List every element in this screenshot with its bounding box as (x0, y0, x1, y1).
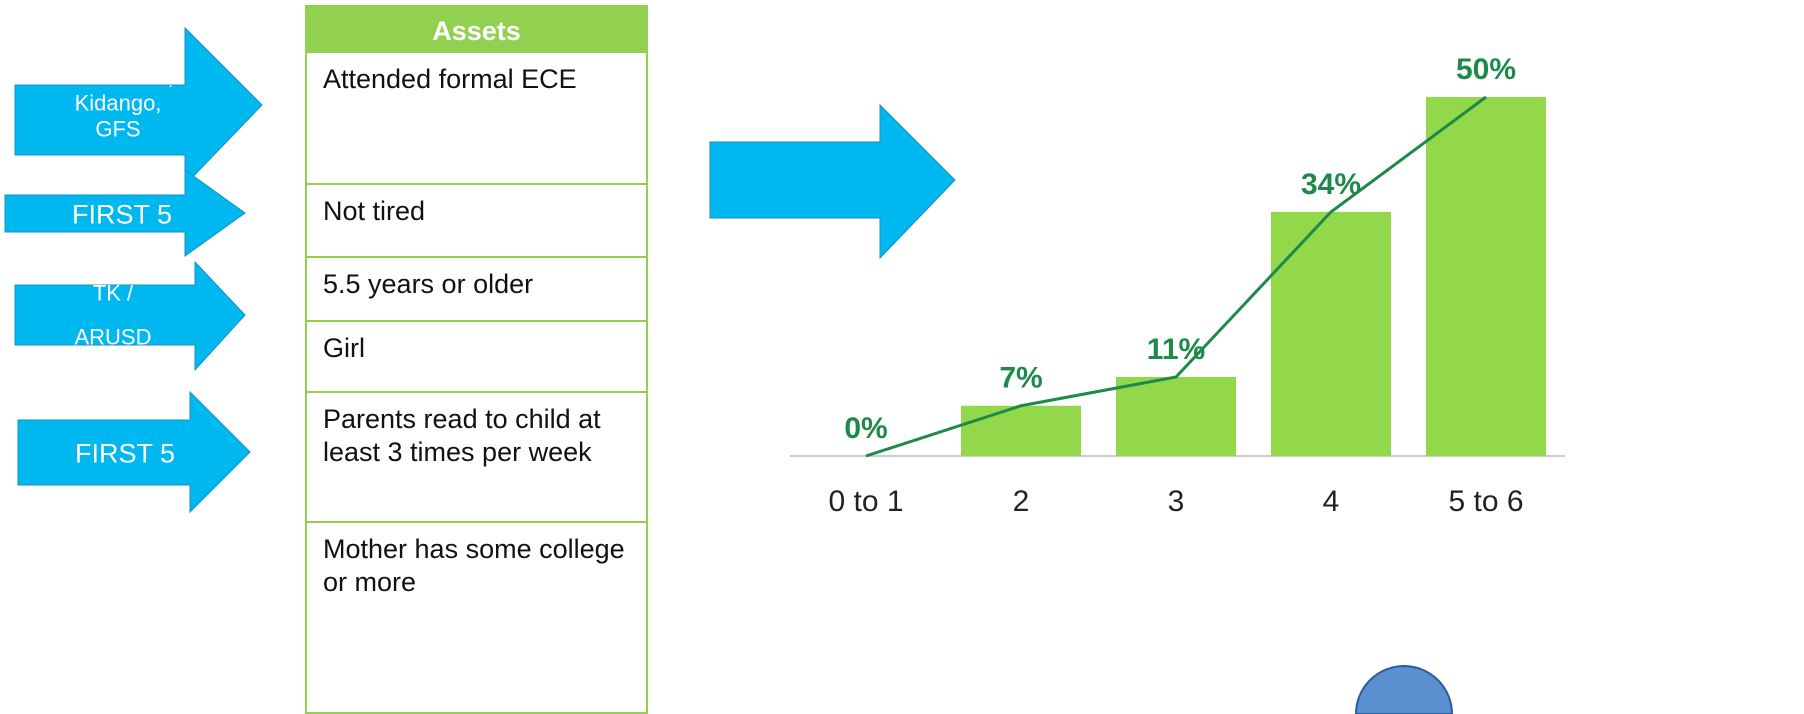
table-header: Assets (305, 5, 648, 53)
arrow-label: GFS (95, 117, 140, 142)
table-row: Mother has some college or more (305, 523, 648, 714)
x-tick-label: 5 to 6 (1448, 485, 1523, 518)
data-label: 7% (999, 362, 1042, 395)
arrow-label-group: FIRST 5 (72, 199, 172, 229)
x-tick-label: 0 to 1 (828, 485, 903, 518)
table-row: Not tired (305, 185, 648, 258)
arrow (14, 260, 246, 372)
x-tick-label: 3 (1168, 485, 1185, 518)
x-tick-label: 2 (1013, 485, 1030, 518)
bar (961, 405, 1081, 456)
arrow-label-group: FIRST 5 (75, 438, 175, 468)
data-label: 11% (1147, 333, 1205, 366)
bar (1426, 97, 1546, 456)
logo (1354, 665, 1454, 714)
assets-table: Assets Attended formal ECE Not tired 5.5 y… (305, 5, 648, 714)
table-row: Parents read to child at least 3 times p… (305, 393, 648, 523)
table-row: 5.5 years or older (305, 258, 648, 322)
table-row: Attended formal ECE (305, 53, 648, 185)
arrow-label: FIRST 5 (72, 199, 172, 229)
bar (1116, 377, 1236, 456)
bar (1271, 211, 1391, 456)
arrow-label: Kidango, (75, 91, 162, 116)
arrow-label: Head Start, (62, 65, 173, 90)
trend-line (865, 95, 1487, 458)
data-label: 0% (844, 412, 887, 445)
data-label: 50% (1456, 53, 1516, 86)
table-row: Girl (305, 322, 648, 393)
arrow-label: FIRST 5 (75, 438, 175, 468)
arrow (14, 26, 263, 187)
arrow-label: TK / (93, 281, 134, 306)
data-label: 34% (1301, 168, 1361, 201)
arrow (17, 390, 251, 514)
arrow (709, 103, 956, 260)
x-tick-label: 4 (1323, 485, 1340, 518)
arrow (4, 169, 246, 257)
arrow-label: ARUSD (74, 325, 151, 350)
